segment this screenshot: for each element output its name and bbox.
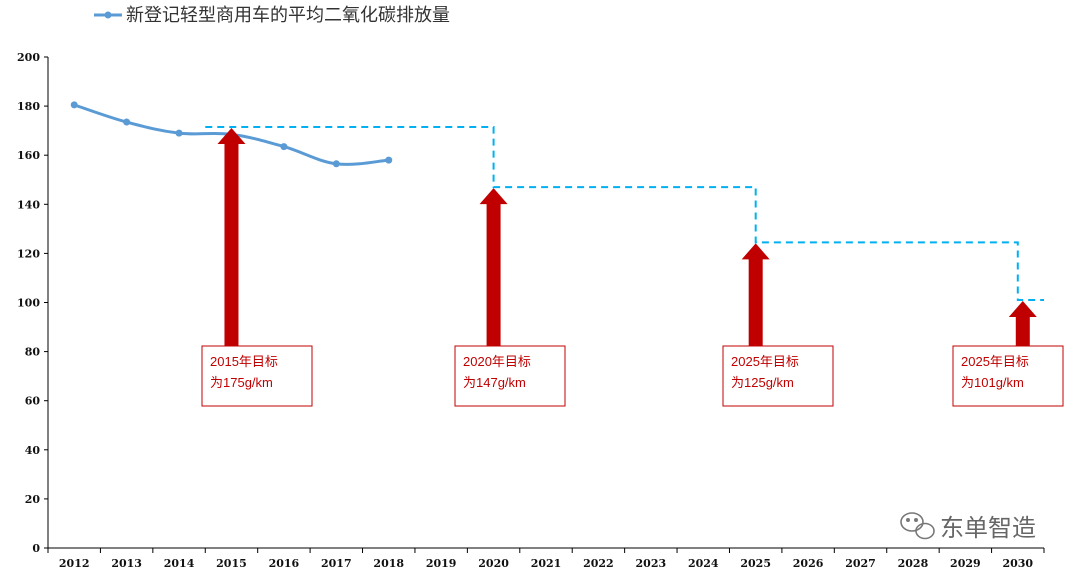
x-tick-label: 2028	[898, 557, 929, 570]
target-annotation-box	[454, 345, 566, 407]
target-annotation-line1: 2020年目标	[463, 354, 531, 369]
x-tick-label: 2026	[793, 557, 824, 570]
x-tick-label: 2012	[59, 557, 90, 570]
x-axis-ticks: 2012 2013 2014 2015 2016 2017 2018 2019 2020 2021…	[47, 548, 1045, 570]
x-tick-label: 2025	[740, 557, 771, 570]
y-tick-label: 140	[17, 198, 40, 211]
x-tick-label: 2015	[216, 557, 247, 570]
axes	[47, 57, 1044, 549]
target-arrow	[217, 127, 246, 346]
legend-marker	[104, 11, 112, 19]
watermark: 东单智造	[900, 512, 1036, 542]
x-tick-label: 2021	[531, 557, 562, 570]
target-annotation-line2: 为125g/km	[731, 375, 794, 390]
target-arrow	[479, 188, 508, 346]
data-point-2018	[385, 156, 393, 164]
x-tick-label: 2024	[688, 557, 719, 570]
y-tick-label: 0	[32, 542, 40, 555]
x-tick-label: 2014	[164, 557, 195, 570]
y-tick-label: 40	[25, 444, 41, 457]
target-arrows	[217, 127, 1037, 346]
data-point-2012	[70, 101, 78, 109]
y-tick-label: 60	[25, 395, 41, 408]
y-tick-label: 160	[17, 149, 40, 162]
x-tick-label: 2023	[636, 557, 667, 570]
y-tick-label: 180	[17, 100, 40, 113]
x-tick-label: 2017	[321, 557, 352, 570]
y-tick-label: 80	[25, 346, 41, 359]
data-point-2013	[123, 118, 131, 126]
target-arrow	[1008, 301, 1037, 346]
legend: 新登记轻型商用车的平均二氧化碳排放量	[94, 5, 450, 26]
target-annotation-line2: 为175g/km	[210, 375, 273, 390]
data-point-2014	[175, 129, 183, 137]
target-step-path	[205, 125, 1044, 302]
y-tick-label: 20	[25, 493, 41, 506]
target-annotation-box	[952, 345, 1064, 407]
legend-label: 新登记轻型商用车的平均二氧化碳排放量	[126, 5, 450, 26]
data-point-2016	[280, 143, 288, 151]
target-annotation-line1: 2025年目标	[961, 354, 1029, 369]
x-tick-label: 2019	[426, 557, 457, 570]
y-tick-label: 200	[17, 51, 40, 64]
target-arrow	[741, 243, 770, 346]
x-tick-label: 2022	[583, 557, 614, 570]
watermark-text: 东单智造	[940, 514, 1036, 542]
x-tick-label: 2029	[950, 557, 981, 570]
x-tick-label: 2020	[478, 557, 509, 570]
y-tick-label: 120	[17, 247, 40, 260]
target-annotation-line1: 2015年目标	[210, 354, 278, 369]
y-tick-label: 100	[17, 297, 40, 310]
target-annotations: 2015年目标为175g/km2020年目标为147g/km2025年目标为12…	[201, 345, 1064, 407]
target-step-line	[205, 125, 1044, 302]
x-tick-label: 2018	[373, 557, 404, 570]
target-annotation-line1: 2025年目标	[731, 354, 799, 369]
x-tick-label: 2016	[269, 557, 300, 570]
target-annotation-line2: 为147g/km	[463, 375, 526, 390]
target-annotation-line2: 为101g/km	[961, 375, 1024, 390]
data-point-2017	[332, 160, 340, 168]
y-axis-ticks: 0 20 40 60 80 100 120 140 160 180 200	[17, 51, 48, 555]
target-annotation-box	[722, 345, 834, 407]
x-tick-label: 2030	[1002, 557, 1033, 570]
x-tick-label: 2027	[845, 557, 876, 570]
wechat-icon	[900, 512, 935, 540]
x-tick-label: 2013	[111, 557, 142, 570]
target-annotation-box	[201, 345, 313, 407]
